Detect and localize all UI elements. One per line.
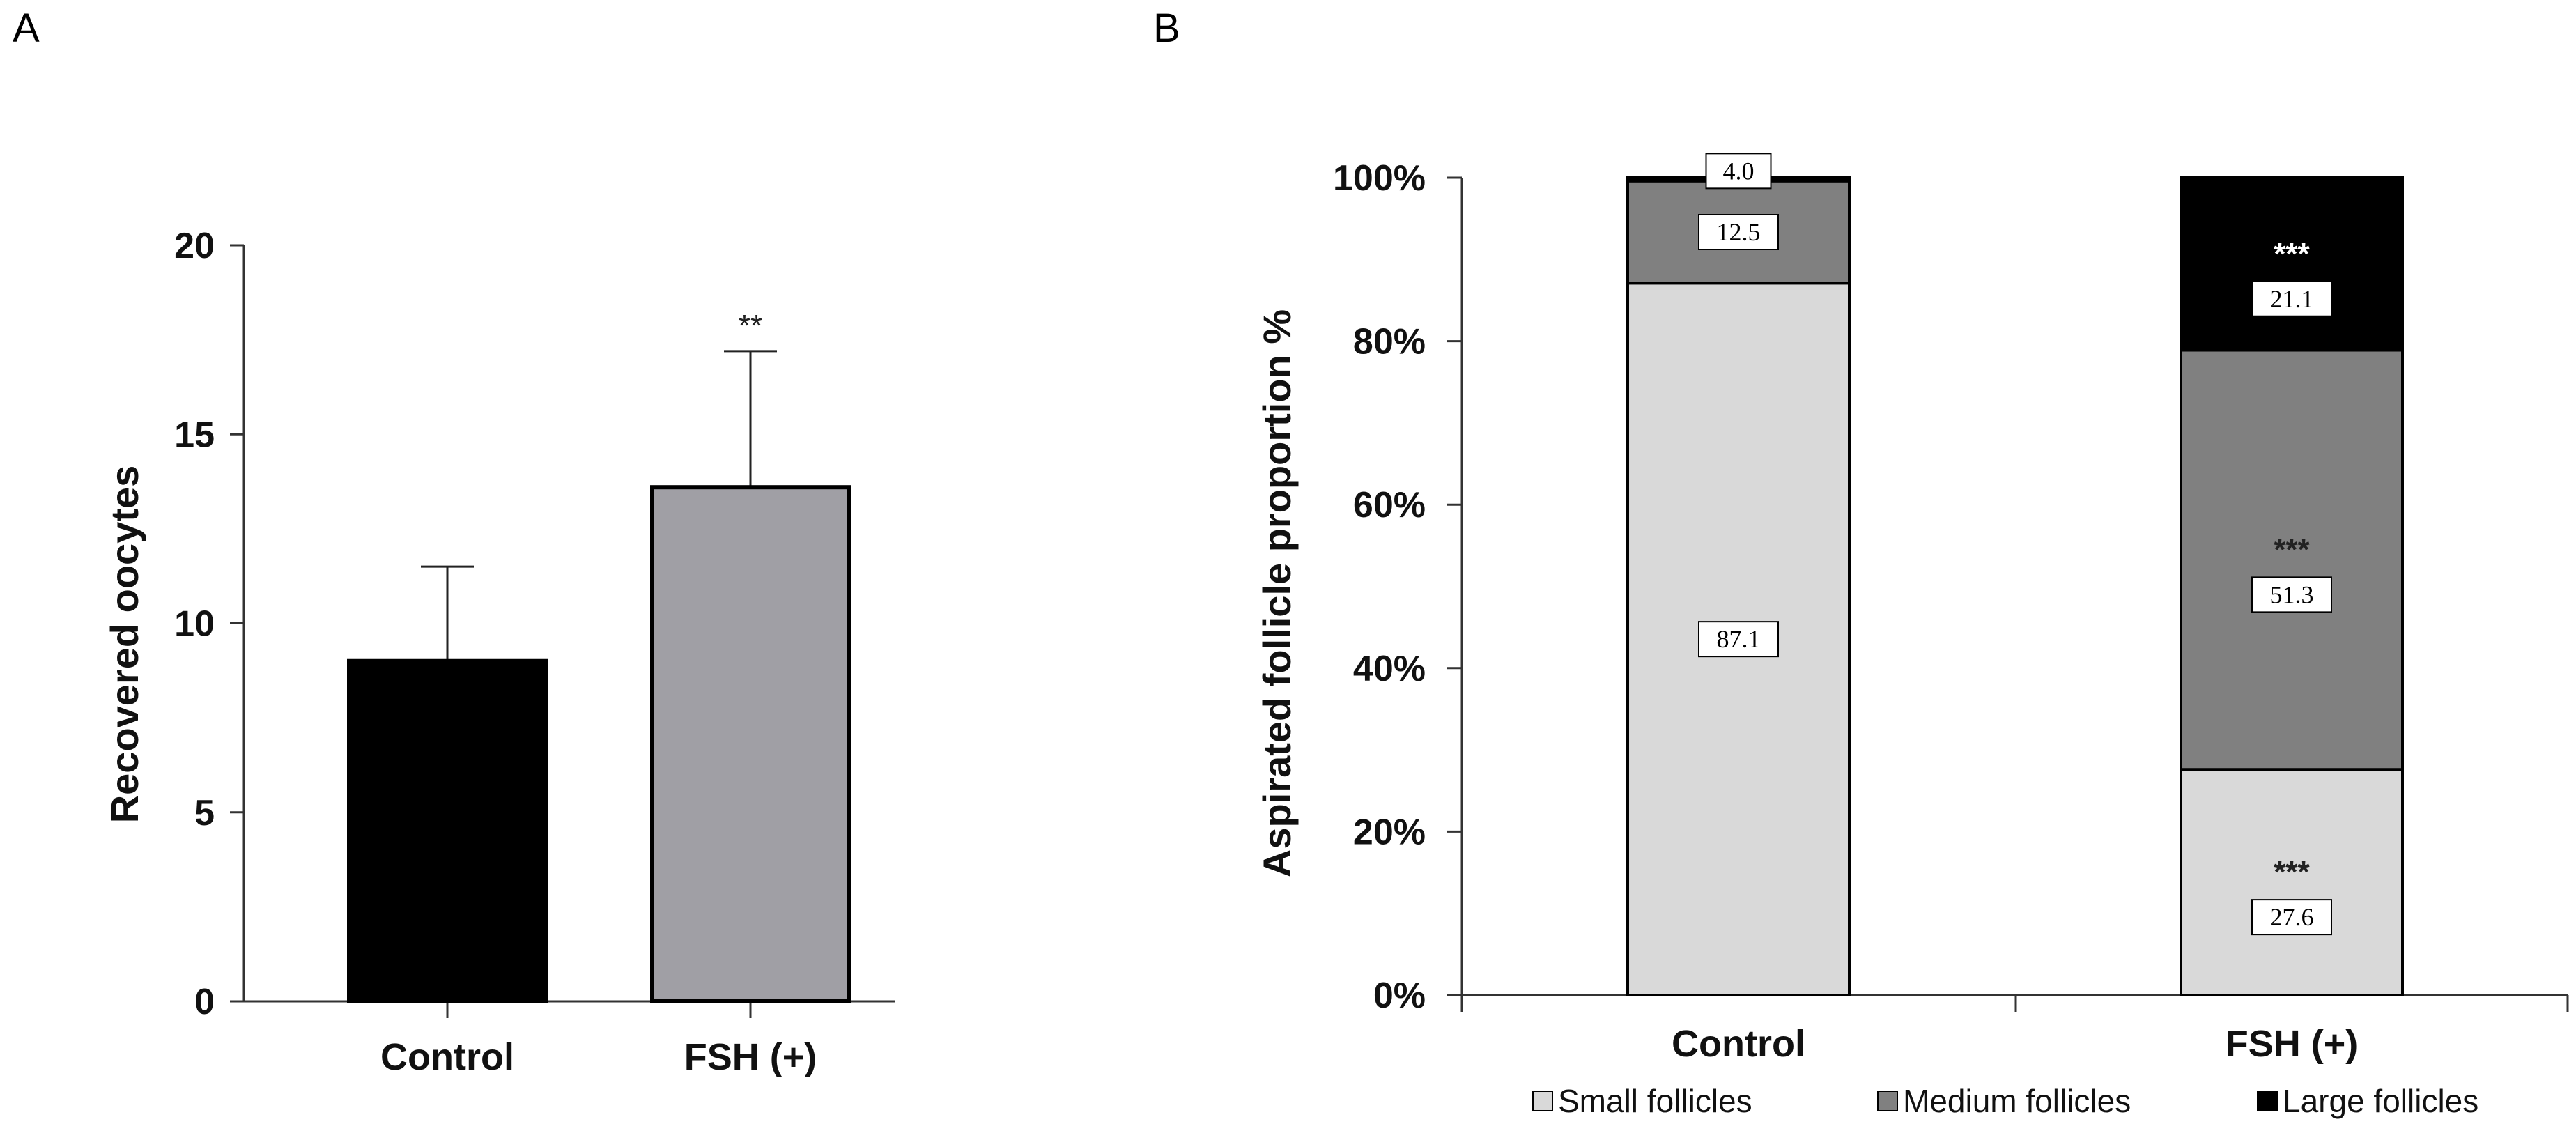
y-tick-label: 0% [1373, 976, 1426, 1016]
y-tick-label: 5 [194, 793, 215, 833]
significance-marker: *** [2274, 237, 2310, 271]
data-label-box [1698, 621, 1779, 658]
y-tick-label: 0 [194, 982, 215, 1022]
y-tick-label: 40% [1353, 649, 1426, 689]
y-axis-title: Aspirated follicle proportion % [1255, 309, 1299, 877]
data-label: 12.5 [1717, 218, 1761, 246]
y-tick-label: 100% [1333, 158, 1426, 199]
bar-2 [650, 485, 851, 1003]
y-tick-label: 15 [174, 415, 215, 455]
data-label-box [2251, 280, 2332, 317]
data-label-box [1705, 153, 1772, 190]
x-category-label: Control [380, 1036, 514, 1078]
bar-segment-medium-follicles [2180, 348, 2404, 771]
legend-swatch [1877, 1091, 1898, 1111]
y-tick-label: 20% [1353, 812, 1426, 852]
significance-marker: *** [2274, 532, 2310, 567]
legend-label: Large follicles [2283, 1083, 2478, 1119]
legend-label: Medium follicles [1903, 1083, 2131, 1119]
panel-label-a: A [13, 6, 40, 51]
bar-1 [347, 658, 548, 1003]
data-label-box [2251, 576, 2332, 613]
data-label: 51.3 [2270, 580, 2314, 608]
legend-swatch [1532, 1091, 1553, 1111]
significance-marker: ** [739, 309, 762, 343]
y-tick-label: 60% [1353, 485, 1426, 525]
panel-label-b: B [1153, 6, 1180, 51]
bar-segment-small-follicles [2180, 768, 2404, 996]
data-label: 27.6 [2270, 903, 2314, 931]
x-category-label: FSH (+) [2226, 1023, 2359, 1065]
y-axis-title: Recovered oocytes [102, 465, 146, 824]
data-label-box [2251, 899, 2332, 936]
data-label: 87.1 [1717, 625, 1761, 653]
y-tick-label: 80% [1353, 322, 1426, 362]
legend-label: Small follicles [1558, 1083, 1752, 1119]
bar-segment-large-follicles [2180, 176, 2404, 352]
panel-a-chart: 0 5 10 15 20 Recovered oocytes Control FSH (+) *… [102, 226, 895, 1078]
y-tick-label: 20 [174, 226, 215, 266]
x-category-label: Control [1672, 1023, 1805, 1065]
significance-marker: *** [2274, 855, 2310, 889]
data-label-box [1698, 214, 1779, 251]
y-tick-label: 10 [174, 604, 215, 645]
data-label: 4.0 [1723, 157, 1754, 185]
x-category-label: FSH (+) [684, 1036, 817, 1078]
panel-b-chart: 0% 20% 40% 60% 80% 100% Aspirated follicle pro… [1255, 153, 2569, 1119]
legend-swatch [2257, 1091, 2278, 1111]
data-label: 21.1 [2270, 285, 2314, 313]
